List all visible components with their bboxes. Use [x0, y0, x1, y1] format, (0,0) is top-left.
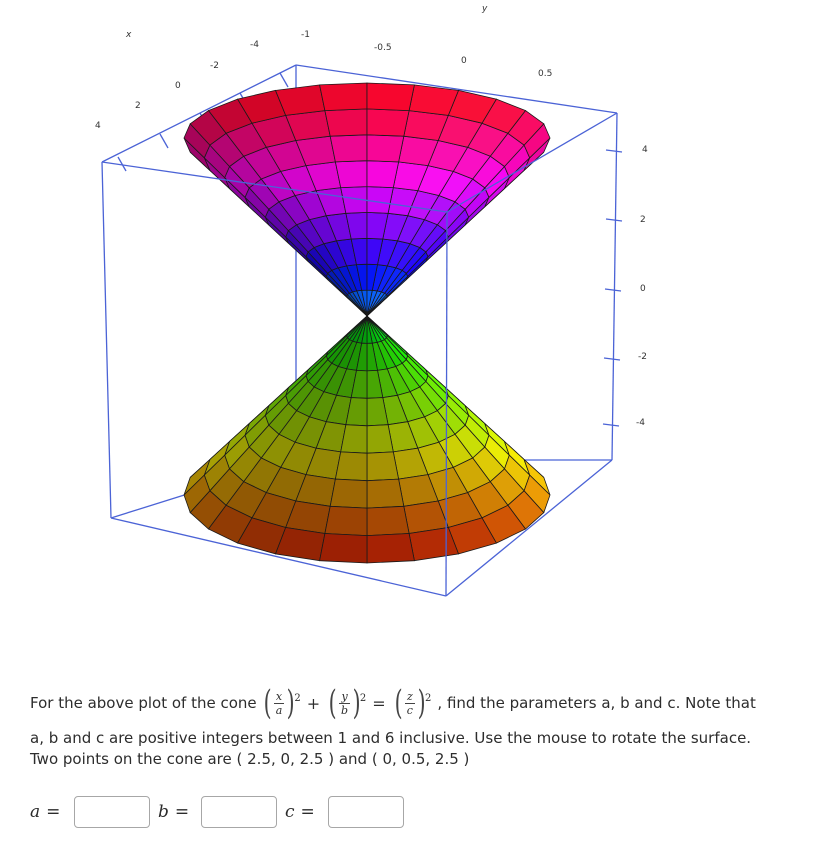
cone-facet [366, 451, 400, 482]
problem-statement: For the above plot of the cone ( x a ) 2… [30, 678, 820, 770]
z-tick-label: 4 [642, 145, 648, 155]
x-tick-label: 4 [95, 121, 101, 131]
c-input[interactable] [328, 796, 404, 828]
z-tick-label: 2 [640, 215, 646, 225]
x-tick-mark [159, 133, 169, 149]
y-tick-label: -1 [301, 30, 310, 40]
fraction-y-over-b: y b [339, 689, 350, 717]
y-tick-label: -0.5 [374, 43, 392, 53]
z-tick-mark [602, 423, 620, 427]
z-tick-mark [605, 149, 623, 153]
x-tick-label: 0 [175, 81, 181, 91]
cone-facet [329, 478, 368, 509]
x-tick-label: -4 [250, 40, 259, 50]
problem-line-3: Two points on the cone are ( 2.5, 0, 2.5… [30, 750, 470, 768]
cone-facet [324, 108, 368, 137]
cone-facet [329, 134, 368, 163]
cone-facet [319, 533, 368, 564]
lower-cone-surface [183, 315, 551, 564]
box-edge [101, 161, 112, 519]
problem-line-1: For the above plot of the cone ( x a ) 2… [30, 678, 820, 728]
y-axis-label: y [481, 4, 488, 14]
x-tick-label: 2 [135, 101, 141, 111]
cone-facet [366, 533, 415, 564]
answer-row: a = b = c = [0, 796, 829, 832]
box-edge [445, 459, 613, 597]
problem-line-2: a, b and c are positive integers between… [30, 729, 752, 747]
fraction-z-over-c: z c [404, 689, 415, 717]
cone-facet [319, 82, 368, 112]
z-tick-mark [605, 218, 623, 222]
cone-facet [334, 160, 368, 189]
box-edge [611, 112, 618, 461]
box-edge [446, 112, 618, 213]
x-tick-mark [117, 156, 127, 172]
cone-3d-plot[interactable]: x y 4 2 0 -2 -4 -1 -0.5 0 0.5 4 2 0 -2 -… [0, 0, 829, 680]
cone-facet [366, 478, 405, 509]
z-tick-label: 0 [640, 284, 646, 294]
box-edge [101, 161, 448, 213]
z-tick-mark [603, 357, 621, 361]
z-tick-label: -2 [638, 352, 647, 362]
z-tick-label: -4 [636, 418, 645, 428]
cone-facet [366, 108, 410, 137]
z-tick-mark [604, 288, 622, 292]
cone-facet [334, 451, 368, 482]
cone-facet [366, 82, 415, 112]
bounding-box-front [101, 112, 623, 597]
cone-facet [366, 160, 400, 189]
a-input[interactable] [74, 796, 150, 828]
a-label: a = [30, 802, 61, 822]
b-input[interactable] [201, 796, 277, 828]
problem-instruction: , find the parameters a, b and c. Note t… [437, 693, 756, 712]
upper-cone-surface [183, 82, 551, 317]
cone-facet [366, 505, 410, 537]
box-edge [101, 64, 297, 163]
cone-equation: ( x a ) 2 + ( y b ) 2 = ( z c ) 2 [263, 683, 432, 723]
x-tick-label: -2 [210, 61, 219, 71]
x-tick-mark [279, 72, 289, 88]
axis-ticks: x y 4 2 0 -2 -4 -1 -0.5 0 0.5 4 2 0 -2 -… [95, 4, 648, 428]
fraction-x-over-a: x a [273, 689, 285, 717]
plot-canvas[interactable]: x y 4 2 0 -2 -4 -1 -0.5 0 0.5 4 2 0 -2 -… [0, 0, 829, 680]
cone-facet [324, 505, 368, 537]
c-label: c = [285, 802, 315, 822]
x-axis-label: x [125, 30, 132, 40]
y-tick-label: 0 [461, 56, 467, 66]
cone-facet [366, 134, 405, 163]
box-edge [295, 64, 618, 114]
box-edge [445, 211, 448, 597]
problem-intro: For the above plot of the cone [30, 693, 257, 712]
y-tick-label: 0.5 [538, 69, 552, 79]
b-label: b = [158, 802, 190, 822]
box-edge [110, 517, 447, 597]
